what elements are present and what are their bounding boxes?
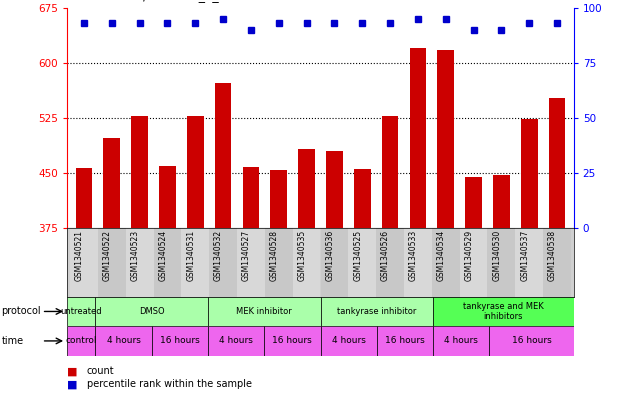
Text: GSM1340524: GSM1340524	[158, 230, 167, 281]
Text: GSM1340523: GSM1340523	[131, 230, 140, 281]
Text: count: count	[87, 366, 114, 376]
Bar	[433, 297, 574, 326]
Bar	[152, 326, 208, 356]
Bar	[320, 326, 377, 356]
Bar	[489, 326, 574, 356]
Bar	[348, 228, 376, 297]
Bar	[432, 228, 460, 297]
Text: 16 hours: 16 hours	[512, 336, 551, 345]
Bar	[98, 228, 126, 297]
Bar	[376, 228, 404, 297]
Bar	[181, 228, 209, 297]
Bar	[320, 228, 348, 297]
Text: GSM1340538: GSM1340538	[548, 230, 557, 281]
Text: 4 hours: 4 hours	[219, 336, 253, 345]
Bar	[159, 165, 176, 228]
Text: 4 hours: 4 hours	[444, 336, 478, 345]
Bar	[242, 167, 260, 228]
Bar	[103, 138, 120, 228]
Text: tankyrase inhibitor: tankyrase inhibitor	[337, 307, 417, 316]
Text: GSM1340529: GSM1340529	[465, 230, 474, 281]
Text: 16 hours: 16 hours	[160, 336, 200, 345]
Bar	[70, 228, 98, 297]
Text: GSM1340533: GSM1340533	[409, 230, 418, 281]
Text: ■: ■	[67, 379, 78, 389]
Bar	[131, 116, 148, 228]
Text: GSM1340525: GSM1340525	[353, 230, 362, 281]
Bar	[377, 326, 433, 356]
Bar	[381, 116, 399, 228]
Bar	[67, 326, 96, 356]
Text: GSM1340527: GSM1340527	[242, 230, 251, 281]
Bar	[126, 228, 154, 297]
Text: 4 hours: 4 hours	[106, 336, 140, 345]
Text: tankyrase and MEK
inhibitors: tankyrase and MEK inhibitors	[463, 302, 544, 321]
Bar	[515, 228, 543, 297]
Bar	[354, 169, 370, 228]
Bar	[271, 170, 287, 228]
Text: GSM1340526: GSM1340526	[381, 230, 390, 281]
Text: GSM1340532: GSM1340532	[214, 230, 223, 281]
Bar	[543, 228, 571, 297]
Text: GSM1340528: GSM1340528	[270, 230, 279, 281]
Bar	[154, 228, 181, 297]
Text: MEK inhibitor: MEK inhibitor	[237, 307, 292, 316]
Bar	[67, 297, 96, 326]
Bar	[437, 50, 454, 228]
Bar	[298, 149, 315, 228]
Text: GSM1340522: GSM1340522	[103, 230, 112, 281]
Bar	[208, 326, 264, 356]
Text: percentile rank within the sample: percentile rank within the sample	[87, 379, 251, 389]
Bar	[521, 119, 538, 228]
Bar	[208, 297, 320, 326]
Text: DMSO: DMSO	[139, 307, 165, 316]
Bar	[410, 48, 426, 228]
Bar	[96, 297, 208, 326]
Text: time: time	[1, 336, 24, 346]
Text: GSM1340521: GSM1340521	[75, 230, 84, 281]
Text: GSM1340534: GSM1340534	[437, 230, 445, 281]
Text: 16 hours: 16 hours	[272, 336, 312, 345]
Bar	[433, 326, 489, 356]
Text: GSM1340530: GSM1340530	[492, 230, 501, 281]
Text: GDS5029 / 211948_x_at: GDS5029 / 211948_x_at	[80, 0, 231, 2]
Bar	[96, 326, 152, 356]
Bar	[465, 176, 482, 228]
Text: control: control	[65, 336, 97, 345]
Bar	[215, 83, 231, 228]
Bar	[264, 326, 320, 356]
Text: protocol: protocol	[1, 307, 41, 316]
Bar	[460, 228, 487, 297]
Text: GSM1340535: GSM1340535	[297, 230, 306, 281]
Text: GSM1340531: GSM1340531	[187, 230, 196, 281]
Text: 4 hours: 4 hours	[331, 336, 365, 345]
Bar	[293, 228, 320, 297]
Bar	[76, 168, 92, 228]
Bar	[493, 175, 510, 228]
Text: ■: ■	[67, 366, 78, 376]
Bar	[209, 228, 237, 297]
Bar	[326, 151, 343, 228]
Text: GSM1340537: GSM1340537	[520, 230, 529, 281]
Bar	[487, 228, 515, 297]
Text: untreated: untreated	[60, 307, 102, 316]
Bar	[237, 228, 265, 297]
Bar	[265, 228, 293, 297]
Bar	[549, 98, 565, 228]
Text: GSM1340536: GSM1340536	[326, 230, 335, 281]
Bar	[187, 116, 204, 228]
Bar	[404, 228, 432, 297]
Text: 16 hours: 16 hours	[385, 336, 425, 345]
Bar	[320, 297, 433, 326]
